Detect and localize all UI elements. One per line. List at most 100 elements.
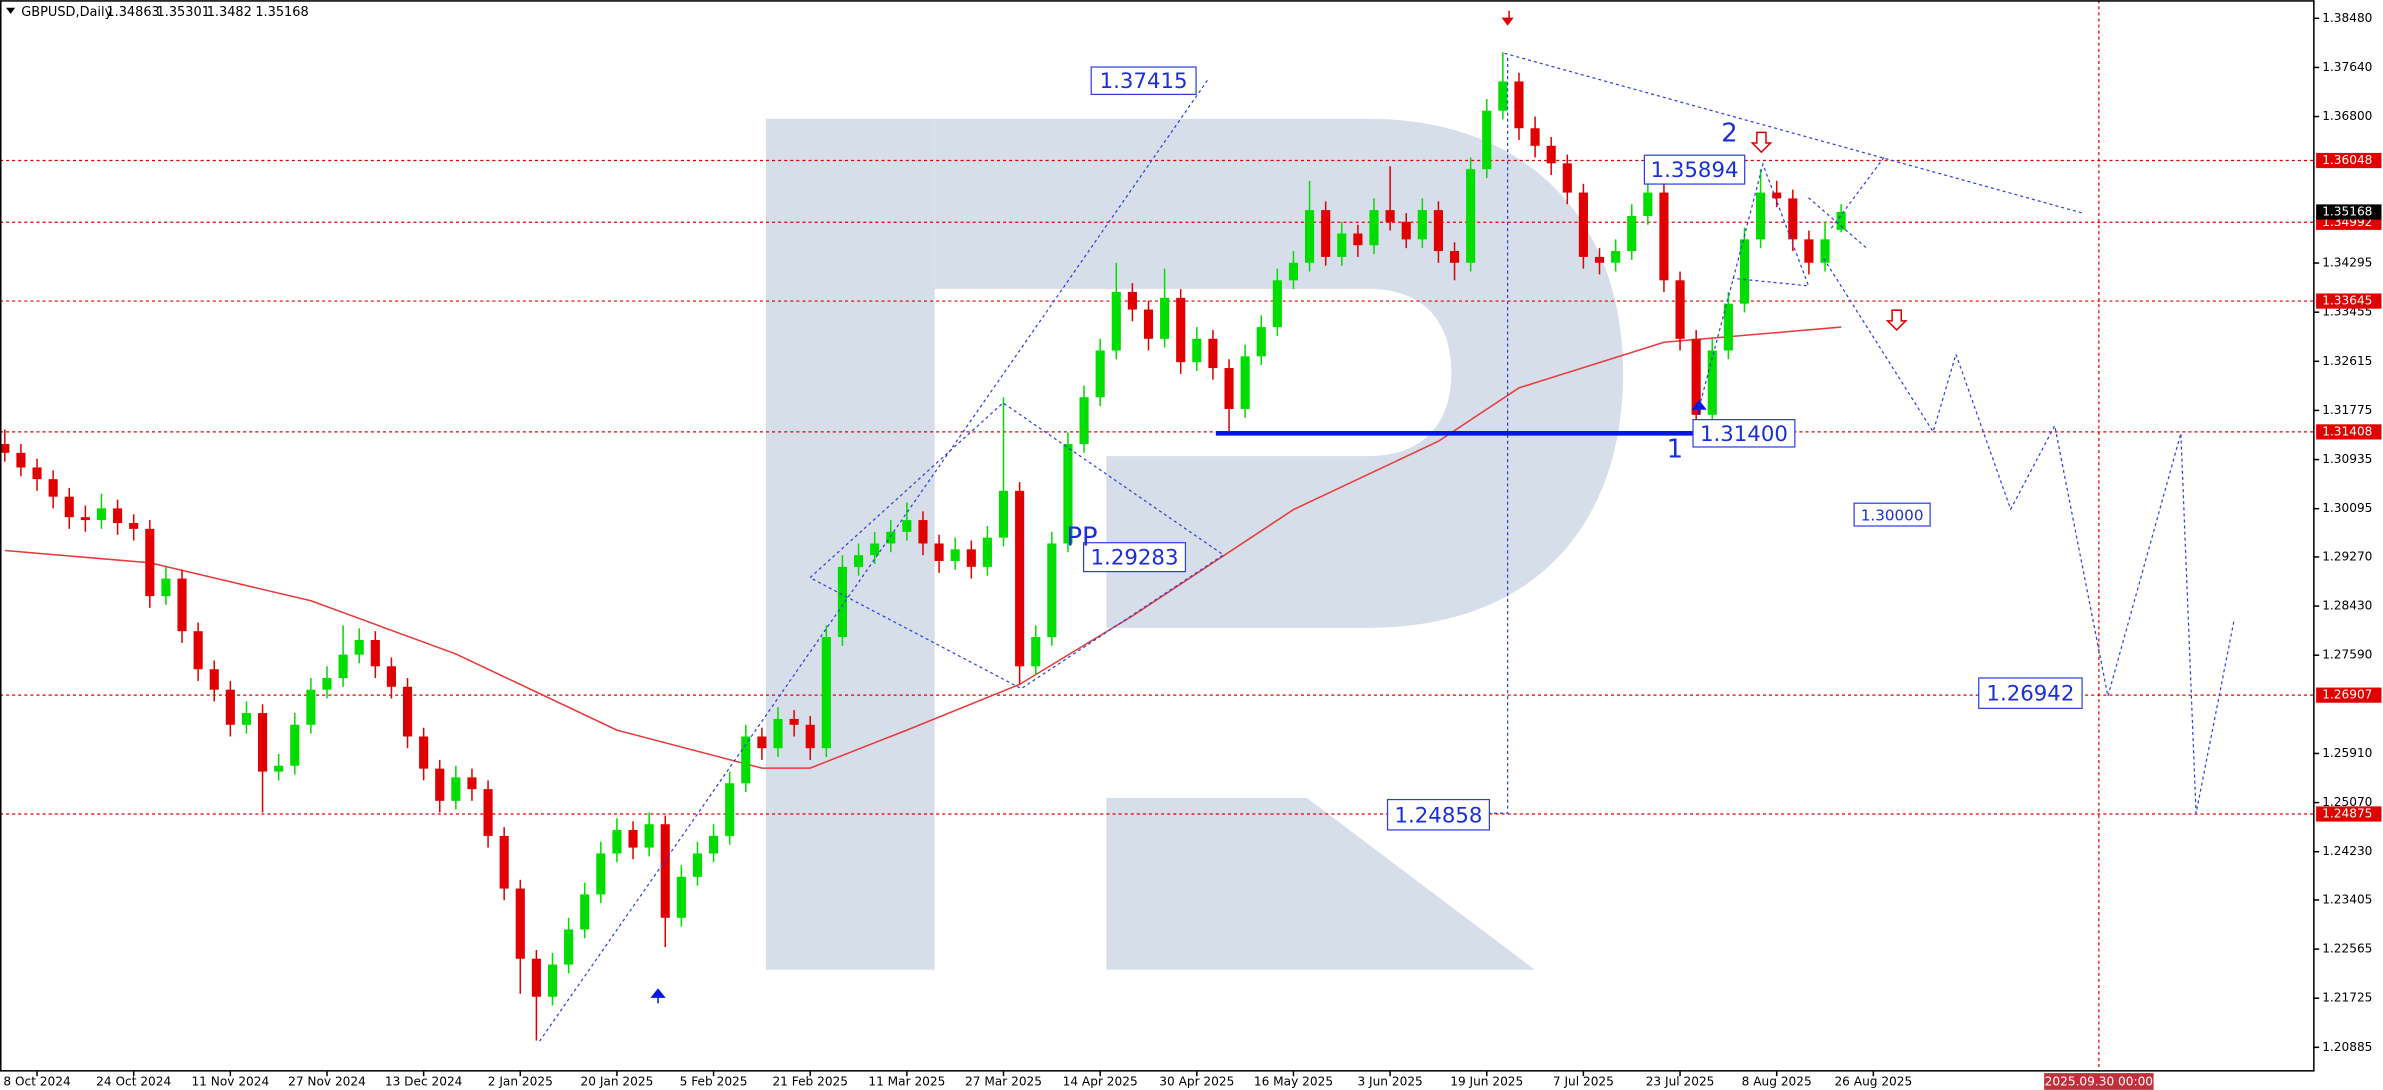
title-icon <box>6 7 16 14</box>
chart-title: GBPUSD,Daily <box>21 5 112 20</box>
y-tick-label: 1.25910 <box>2322 746 2372 760</box>
y-tick-label: 1.24230 <box>2322 844 2372 858</box>
wave-label: 1 <box>1667 435 1683 465</box>
annotation-label: 1.37415 <box>1100 69 1188 94</box>
candle-body <box>692 853 703 877</box>
wave-label: 2 <box>1721 118 1737 148</box>
candle-body <box>1176 297 1186 363</box>
x-tick-label: 13 Dec 2024 <box>385 1075 463 1089</box>
candle-body <box>1675 280 1685 339</box>
ohlc-low: 1.3482 <box>207 5 252 20</box>
candle-body <box>1240 356 1250 409</box>
candle-body <box>145 528 155 597</box>
y-tick-label: 1.22565 <box>2322 942 2372 956</box>
y-tick-label: 1.30095 <box>2322 501 2372 515</box>
y-tick-label: 1.30935 <box>2322 452 2372 466</box>
candle-body <box>773 718 783 749</box>
candle-body <box>998 490 1009 538</box>
x-tick-label: 30 Apr 2025 <box>1159 1075 1234 1089</box>
moving-average <box>4 326 1842 769</box>
candle-body <box>1369 210 1379 246</box>
candle-body <box>1127 292 1137 310</box>
ohlc-open: 1.34863 <box>106 5 159 20</box>
level-label: 1.31408 <box>2322 424 2372 438</box>
level-label: 1.33645 <box>2322 294 2372 308</box>
candle-body <box>725 783 735 836</box>
candle-body <box>467 777 477 790</box>
cursor-tag <box>2044 1073 2154 1090</box>
candle-body <box>338 654 348 678</box>
y-tick-label: 1.28430 <box>2322 599 2372 613</box>
candle-body <box>419 736 429 769</box>
x-tick-label: 27 Nov 2024 <box>288 1075 366 1089</box>
candle-body <box>870 543 880 556</box>
x-tick-label: 26 Aug 2025 <box>1834 1075 1912 1089</box>
candle-body <box>241 713 252 725</box>
candle-body <box>1578 192 1588 257</box>
candle-body <box>1691 338 1701 415</box>
annotation-label: 1.26942 <box>1986 682 2074 707</box>
level-label: 1.26907 <box>2322 688 2372 702</box>
candle-body <box>1482 110 1492 170</box>
candle-body <box>1466 169 1476 263</box>
x-tick-label: 20 Jan 2025 <box>581 1075 654 1089</box>
x-tick-label: 3 Jun 2025 <box>1357 1075 1422 1089</box>
candle-body <box>676 876 686 918</box>
annotation-box <box>1692 419 1796 448</box>
candle-body <box>483 789 493 836</box>
x-tick-label: 5 Feb 2025 <box>680 1075 748 1089</box>
candle-body <box>225 689 235 725</box>
resistance-line <box>1504 52 2083 214</box>
candle-body <box>1272 280 1282 328</box>
candle-body <box>274 765 284 772</box>
levels <box>0 0 2314 1072</box>
projection-line <box>1489 57 1509 814</box>
x-tick-label: 11 Mar 2025 <box>868 1075 945 1089</box>
candle-body <box>564 929 574 965</box>
y-tick-label: 1.36800 <box>2322 109 2372 123</box>
arrow <box>1750 131 1773 154</box>
candle-body <box>1772 192 1782 199</box>
level-tag <box>2316 293 2382 309</box>
candle-body <box>96 508 107 521</box>
ohlc-high: 1.35301 <box>157 5 210 20</box>
annotation-box <box>1643 154 1746 185</box>
y-tick-label: 1.20885 <box>2322 1040 2372 1054</box>
candle-body <box>837 566 848 638</box>
candles <box>0 52 1846 1041</box>
price-label: 1.35168 <box>2322 204 2372 218</box>
candle-body <box>306 689 316 725</box>
candle-body <box>386 666 396 687</box>
candle-body <box>886 531 896 544</box>
candle-body <box>1739 239 1750 304</box>
candle-body <box>1143 309 1154 339</box>
annotation-box <box>1082 542 1187 573</box>
candle-body <box>1111 292 1121 351</box>
candle-body <box>64 496 74 518</box>
candle-body <box>209 669 219 690</box>
candle-body <box>1192 338 1202 363</box>
candle-body <box>48 479 58 497</box>
x-tick-label: 2 Jan 2025 <box>488 1075 553 1089</box>
candle-body <box>1546 145 1556 164</box>
candle-body <box>1401 221 1411 240</box>
candle-body <box>1256 327 1266 357</box>
level-tag <box>2316 152 2382 169</box>
candle-body <box>580 894 590 930</box>
level-label: 1.36048 <box>2322 153 2372 167</box>
wave-line <box>1698 162 1810 408</box>
cursor-label: 2025.09.30 00:00 <box>2045 1075 2153 1089</box>
candle-body <box>1031 637 1041 667</box>
candle-body <box>129 523 139 529</box>
candle-body <box>531 958 541 997</box>
annotation-box <box>1853 502 1931 527</box>
wave-label: PP <box>1066 523 1097 553</box>
candle-body <box>934 543 944 562</box>
level-tag <box>2316 806 2382 822</box>
annotation-label: 1.30000 <box>1861 507 1924 525</box>
candle-body <box>1160 297 1170 339</box>
candle-body <box>644 824 654 848</box>
candle-body <box>161 578 171 597</box>
